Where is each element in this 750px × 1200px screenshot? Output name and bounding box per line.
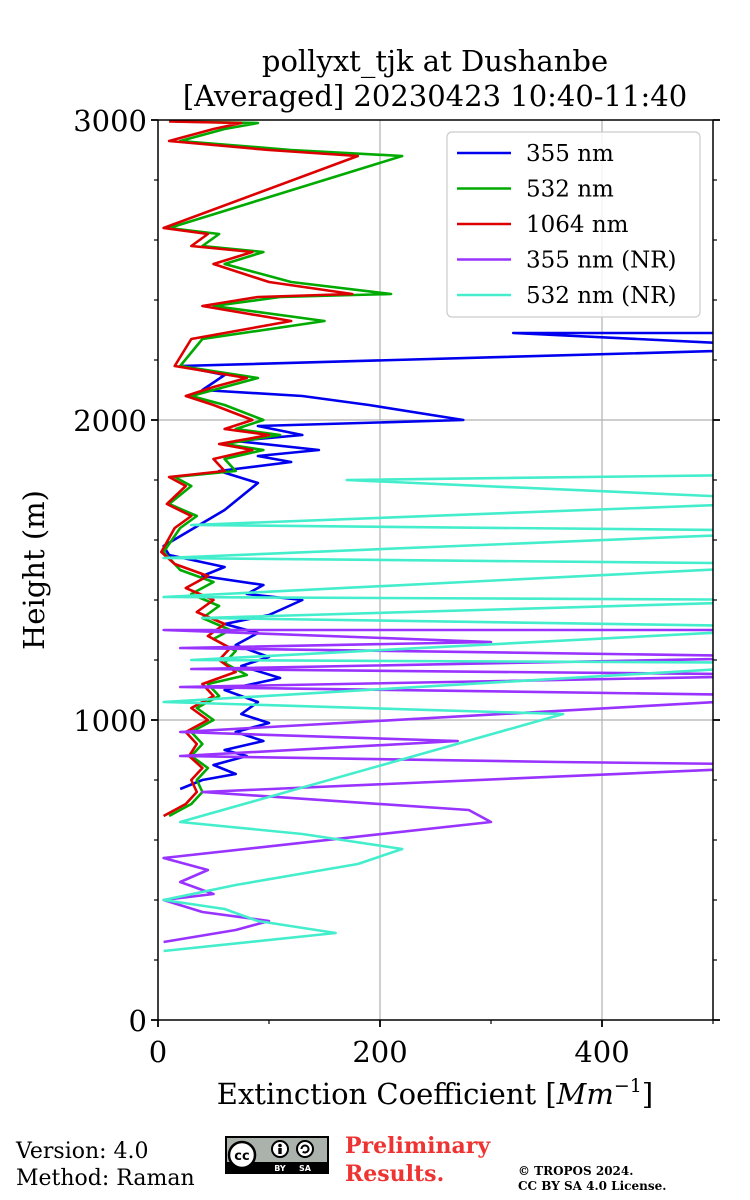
by-icon-body [278,1148,282,1154]
legend-label-355-nm: 355 nm [526,141,614,167]
copyright-notice: © TROPOS 2024. CC BY SA 4.0 License. [518,1164,666,1194]
series-line-532-nm-nr [162,474,713,953]
series-line-1064-nm [160,120,360,818]
x-axis-label-unit: Mm [556,1077,614,1111]
sa-icon-arc [300,1144,310,1154]
legend-label-1064-nm: 1064 nm [526,212,629,238]
cc-sa-label: SA [299,1164,312,1173]
cc-logo-icon [227,1140,257,1170]
preliminary-line2: Results. [345,1161,445,1187]
legend-label-532-nm-nr: 532 nm (NR) [526,283,677,309]
y-tick-label-2000: 2000 [73,404,147,438]
x-axis-label-close: ] [642,1077,653,1111]
x-tick-label-400: 400 [574,1035,629,1069]
series-line-355-nm [162,331,713,791]
preliminary-results-notice: Preliminary Results. [345,1132,490,1188]
series-line-532-nm [162,120,404,818]
x-axis-label-exponent: −1 [614,1075,642,1097]
legend-box [446,131,701,318]
version-text: Version: 4.0 [16,1139,149,1164]
cc-license-badge: cc BY SA [225,1136,329,1174]
preliminary-line1: Preliminary [345,1133,491,1159]
chart-title-line2: [Averaged] 20230423 10:40-11:40 [183,79,687,113]
copyright-line2: CC BY SA 4.0 License. [518,1179,667,1193]
x-axis-label-text: Extinction Coefficient [ [217,1077,557,1111]
axis-ticks: 0 200 400 0 1000 2000 3000 [73,104,720,1069]
legend-label-355-nm-nr: 355 nm (NR) [526,248,677,274]
y-tick-label-0: 0 [129,1004,147,1038]
cc-by-label: BY [274,1164,286,1173]
by-icon-head [278,1143,282,1148]
sa-share-alike-icon [296,1140,314,1158]
x-tick-label-0: 0 [149,1035,167,1069]
copyright-line1: © TROPOS 2024. [518,1164,634,1178]
plot-frame [157,119,714,1021]
series-line-355-nm-nr [162,628,713,944]
series-layer [160,120,713,953]
legend: 355 nm 532 nm 1064 nm 355 nm (NR) 532 nm (NR… [446,131,701,318]
x-tick-label-200: 200 [352,1035,407,1069]
y-axis-label: Height (m) [17,490,51,650]
cc-logo-text: cc [234,1149,249,1164]
chart-title-line1: pollyxt_tjk at Dushanbe [262,44,608,79]
y-tick-label-3000: 3000 [73,104,147,138]
method-text: Method: Raman [16,1166,195,1191]
x-axis-label: Extinction Coefficient [Mm−1] [217,1075,653,1111]
y-tick-label-1000: 1000 [73,704,147,738]
legend-label-532-nm: 532 nm [526,177,614,203]
